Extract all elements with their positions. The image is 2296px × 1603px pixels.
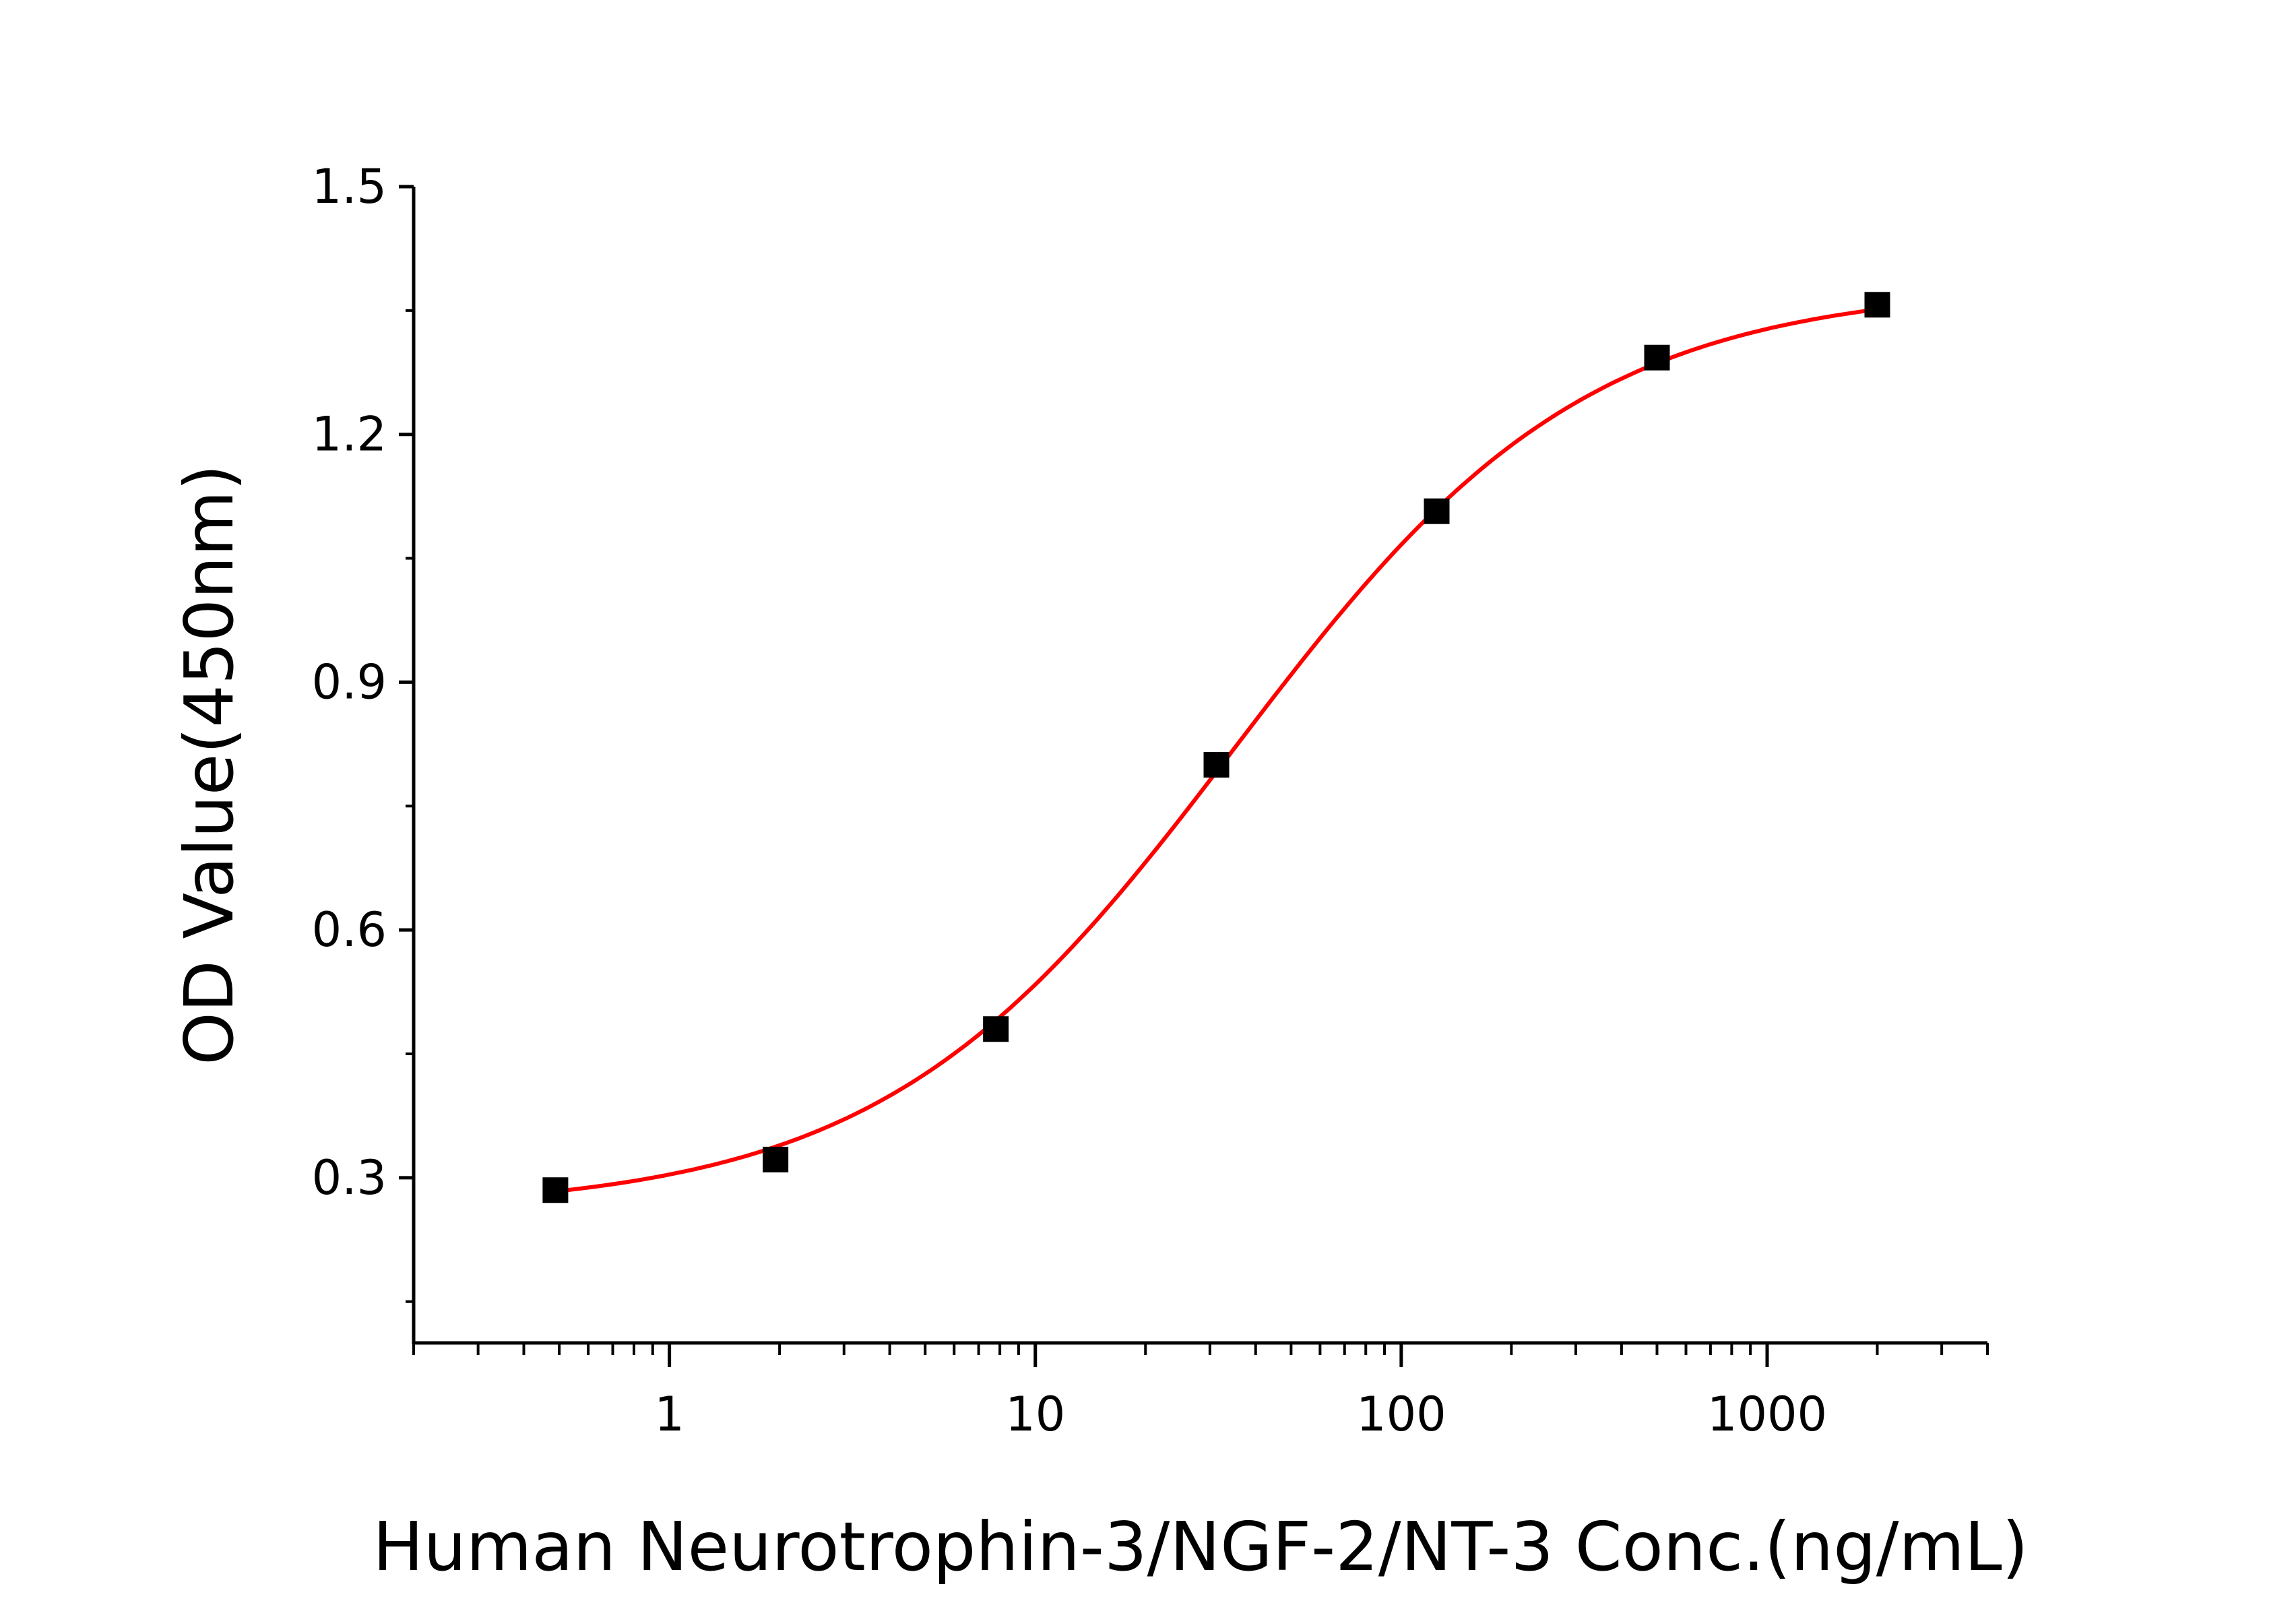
data-point xyxy=(1864,292,1890,318)
y-tick-label: 1.2 xyxy=(312,407,387,462)
data-point xyxy=(542,1177,569,1203)
y-tick-label: 1.5 xyxy=(312,159,387,214)
data-point xyxy=(1644,344,1670,371)
y-tick-label: 0.9 xyxy=(312,654,387,710)
x-tick-label: 10 xyxy=(1005,1387,1065,1442)
y-tick-label: 0.6 xyxy=(312,902,387,957)
fit-curve xyxy=(555,307,1878,1194)
x-axis-title: Human Neurotrophin-3/NGF-2/NT-3 Conc.(ng… xyxy=(373,1507,2028,1586)
x-tick-label: 1 xyxy=(654,1387,684,1442)
data-point xyxy=(1203,752,1230,778)
x-tick-label: 100 xyxy=(1356,1387,1446,1442)
x-tick-label: 1000 xyxy=(1707,1387,1827,1442)
data-point xyxy=(983,1016,1009,1042)
data-point xyxy=(763,1146,789,1172)
data-points xyxy=(542,292,1890,1203)
y-tick-label: 0.3 xyxy=(312,1150,387,1205)
y-axis-title: OD Value(450nm) xyxy=(170,464,249,1065)
axes: 0.3 0.6 0.9 1.2 1.5 1 10 100 1000 xyxy=(312,159,1989,1442)
data-point xyxy=(1424,498,1450,524)
